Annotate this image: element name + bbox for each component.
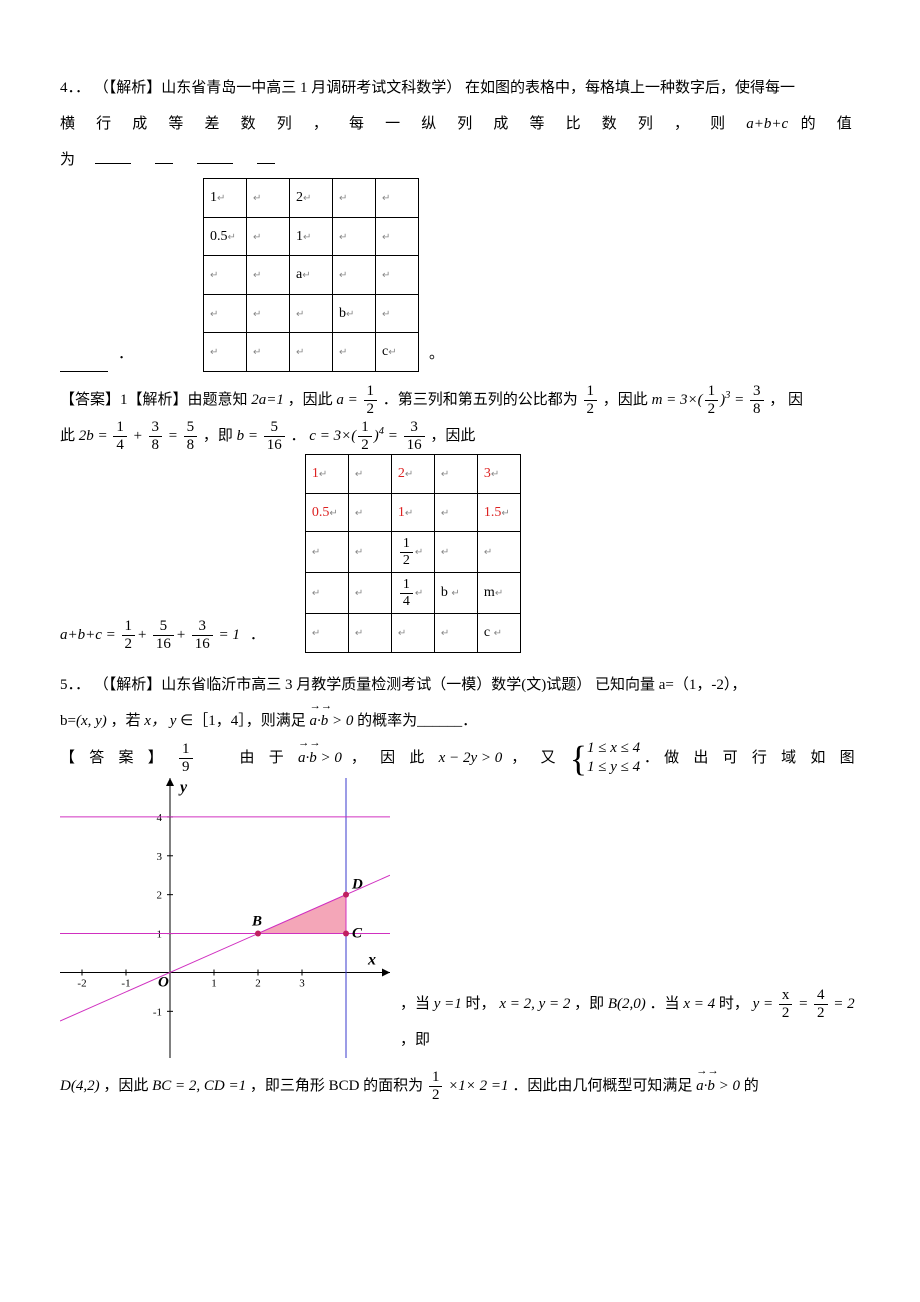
q4-number: 4．．	[60, 80, 90, 96]
table-cell: ↵	[376, 217, 419, 256]
table-cell: ↵	[348, 614, 391, 653]
q5-stem-line1: 5．． （【解析】山东省临沂市高三 3 月教学质量检测考试（一模）数学(文)试题…	[60, 667, 860, 703]
blank	[95, 148, 131, 164]
table-cell: 2↵	[290, 179, 333, 218]
table-cell: 0.5↵	[204, 217, 247, 256]
table-cell: ↵	[290, 333, 333, 372]
q4-expr: a+b+c	[746, 116, 788, 132]
svg-text:D: D	[351, 876, 363, 892]
q4-source: （【解析】山东省青岛一中高三 1 月调研考试文科数学）	[94, 80, 462, 96]
q4-2b-eq: 2b = 14 + 38 = 58	[79, 428, 203, 444]
table-cell: b ↵	[434, 573, 477, 614]
q5-tail: D(4,2) ，因此 BC = 2, CD =1 ，即三角形 BCD 的面积为 …	[60, 1068, 860, 1104]
table-cell: 1↵	[305, 454, 348, 493]
q4-stem-line1: 4．． （【解析】山东省青岛一中高三 1 月调研考试文科数学） 在如图的表格中，…	[60, 70, 860, 106]
table-cell: ↵	[348, 454, 391, 493]
q5-graph: -2 -1 1 2 3 -1 1 2 3 4 B C Dx y O	[60, 778, 390, 1058]
table-cell: 1↵	[204, 179, 247, 218]
table-cell: 14↵	[391, 573, 434, 614]
svg-text:-1: -1	[153, 1006, 162, 1018]
q5-y-eq: y = x2 = 42 = 2	[753, 996, 855, 1012]
q4-answer-line1: 【答案】1【解析】由题意知 2a=1 ，因此 a = 12 ．第三列和第五列的公…	[60, 382, 860, 418]
q4-sum-row: a+b+c = 12+ 516+ 316 = 1 ． 1↵↵2↵↵3↵0.5↵↵…	[60, 454, 860, 653]
table-cell: ↵	[333, 179, 376, 218]
q5-number: 5．．	[60, 677, 90, 693]
svg-text:4: 4	[157, 812, 163, 824]
table-cell: ↵	[434, 614, 477, 653]
table-cell: 0.5↵	[305, 493, 348, 532]
q4-m-eq: m = 3×(12)3 = 38	[652, 392, 770, 408]
table-cell: ↵	[204, 294, 247, 333]
table-cell: m↵	[477, 573, 520, 614]
table-cell: ↵	[247, 256, 290, 295]
table-cell: ↵	[204, 256, 247, 295]
q5-graph-row: -2-1123-11234BCDxyO ，当 y =1 时， x = 2, y …	[60, 778, 860, 1058]
svg-text:C: C	[352, 925, 363, 941]
svg-text:-1: -1	[121, 977, 130, 989]
q5-stem-line2: b=(x, y) ，若 x， y ∈［1，4］，则满足 a·b > 0 的概率为…	[60, 703, 860, 739]
table-cell: 3↵	[477, 454, 520, 493]
svg-text:2: 2	[157, 889, 163, 901]
table-cell: ↵	[247, 179, 290, 218]
q4-c-eq: c = 3×(12)4 = 316	[309, 428, 430, 444]
table-cell: ↵	[348, 493, 391, 532]
table-cell: ↵	[391, 614, 434, 653]
table-cell: c↵	[376, 333, 419, 372]
table-cell: 2↵	[391, 454, 434, 493]
q4-b-eq: b = 516	[237, 428, 291, 444]
svg-text:y: y	[178, 779, 188, 796]
svg-text:2: 2	[255, 977, 261, 989]
table-cell: ↵	[333, 217, 376, 256]
table-cell: ↵	[348, 532, 391, 573]
table-cell: ↵	[305, 532, 348, 573]
table-cell: ↵	[305, 614, 348, 653]
svg-text:B: B	[251, 913, 262, 929]
table-cell: b↵	[333, 294, 376, 333]
q4-answer-line2: 此 2b = 14 + 38 = 58 ，即 b = 516 ． c = 3×(…	[60, 418, 860, 454]
q5-source: （【解析】山东省临沂市高三 3 月教学质量检测考试（一模）数学(文)试题）	[94, 677, 592, 693]
table-cell: ↵	[348, 573, 391, 614]
svg-text:-2: -2	[77, 977, 86, 989]
svg-text:3: 3	[299, 977, 305, 989]
q5-answer-line1: 【 答 案 】 19 由 于 a·b > 0 ， 因 此 x − 2y > 0 …	[60, 739, 860, 778]
q4-table2: 1↵↵2↵↵3↵0.5↵↵1↵↵1.5↵↵↵12↵↵↵↵↵14↵b ↵m↵↵↵↵…	[305, 454, 521, 653]
table-cell: a↵	[290, 256, 333, 295]
table-cell: ↵	[290, 294, 333, 333]
table-cell: ↵	[434, 493, 477, 532]
svg-text:x: x	[367, 951, 376, 968]
table-cell: ↵	[477, 532, 520, 573]
table-cell: 1↵	[290, 217, 333, 256]
table-cell: 12↵	[391, 532, 434, 573]
table-cell: ↵	[376, 256, 419, 295]
q4-table1: 1↵↵2↵↵↵0.5↵↵1↵↵↵↵↵a↵↵↵↵↵↵b↵↵↵↵↵↵c↵	[203, 178, 419, 372]
table-cell: ↵	[247, 333, 290, 372]
table-cell: ↵	[434, 532, 477, 573]
svg-text:3: 3	[157, 851, 163, 863]
q4-sum-eq: a+b+c = 12+ 516+ 316 = 1	[60, 617, 240, 653]
table-cell: 1↵	[391, 493, 434, 532]
q4-stem-line2: 横 行 成 等 差 数 列 ， 每 一 纵 列 成 等 比 数 列 ， 则 a+…	[60, 106, 860, 178]
table-cell: 1.5↵	[477, 493, 520, 532]
table-cell: ↵	[434, 454, 477, 493]
svg-text:1: 1	[211, 977, 217, 989]
q4-table-row: ． 1↵↵2↵↵↵0.5↵↵1↵↵↵↵↵a↵↵↵↵↵↵b↵↵↵↵↵↵c↵ 。	[60, 178, 860, 372]
table-cell: ↵	[247, 294, 290, 333]
table-cell: ↵	[204, 333, 247, 372]
table-cell: ↵	[305, 573, 348, 614]
table-cell: ↵	[333, 333, 376, 372]
table-cell: ↵	[247, 217, 290, 256]
table-cell: ↵	[376, 179, 419, 218]
svg-text:O: O	[158, 974, 169, 990]
q4-stem-a: 在如图的表格中，每格填上一种数字后，使得每一	[465, 80, 795, 96]
table-cell: ↵	[376, 294, 419, 333]
table-cell: c ↵	[477, 614, 520, 653]
table-cell: ↵	[333, 256, 376, 295]
svg-text:1: 1	[157, 928, 163, 940]
